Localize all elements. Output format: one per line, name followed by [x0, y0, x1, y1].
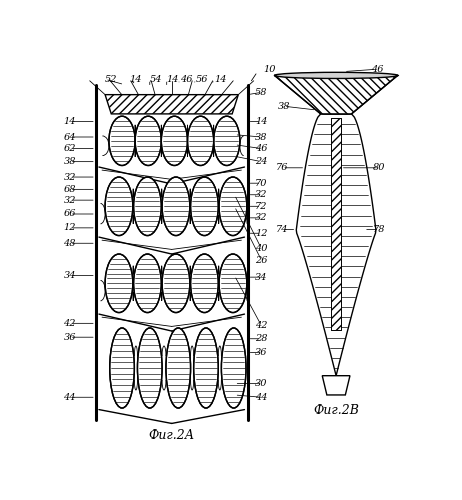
Polygon shape [274, 76, 398, 114]
Text: 46: 46 [371, 64, 383, 74]
Text: 70: 70 [255, 178, 268, 188]
Ellipse shape [190, 254, 219, 312]
Text: 52: 52 [105, 74, 117, 84]
Text: 62: 62 [63, 144, 76, 153]
Ellipse shape [161, 116, 188, 166]
Text: 24: 24 [255, 157, 268, 166]
Text: 48: 48 [63, 239, 76, 248]
Text: 30: 30 [255, 379, 268, 388]
Text: 36: 36 [63, 332, 76, 342]
Text: 54: 54 [150, 74, 162, 84]
Text: 14: 14 [214, 74, 227, 84]
FancyBboxPatch shape [332, 118, 341, 330]
Text: 32: 32 [63, 196, 76, 204]
Ellipse shape [134, 177, 161, 236]
Polygon shape [322, 376, 350, 395]
Text: 64: 64 [63, 132, 76, 141]
Text: Фиг.2В: Фиг.2В [313, 404, 359, 417]
Text: 80: 80 [373, 164, 386, 172]
Ellipse shape [109, 116, 135, 166]
Text: 38: 38 [255, 132, 268, 141]
Polygon shape [296, 114, 376, 376]
Text: 42: 42 [255, 321, 268, 330]
Ellipse shape [219, 177, 247, 236]
Ellipse shape [166, 328, 190, 408]
Ellipse shape [221, 328, 246, 408]
Text: 38: 38 [63, 157, 76, 166]
Polygon shape [105, 94, 238, 114]
Text: 58: 58 [255, 88, 268, 97]
Ellipse shape [138, 328, 162, 408]
Text: 68: 68 [63, 185, 76, 194]
Ellipse shape [213, 116, 240, 166]
Text: 32: 32 [255, 190, 268, 199]
Text: 32: 32 [63, 172, 76, 182]
Ellipse shape [162, 177, 190, 236]
Ellipse shape [274, 72, 398, 78]
Text: 14: 14 [255, 117, 268, 126]
Text: 14: 14 [130, 74, 142, 84]
Text: 38: 38 [277, 102, 290, 110]
Text: 42: 42 [63, 319, 76, 328]
Text: 44: 44 [255, 393, 268, 402]
Text: 12: 12 [255, 229, 268, 238]
Text: 26: 26 [255, 256, 268, 264]
Ellipse shape [219, 254, 247, 312]
Text: 46: 46 [180, 74, 192, 84]
Text: 72: 72 [255, 202, 268, 211]
Text: 14: 14 [167, 74, 179, 84]
Ellipse shape [135, 116, 161, 166]
Text: 28: 28 [255, 334, 268, 343]
Text: 32: 32 [255, 214, 268, 222]
Ellipse shape [110, 328, 134, 408]
Text: 36: 36 [255, 348, 268, 357]
Text: 76: 76 [276, 164, 288, 172]
Ellipse shape [134, 254, 161, 312]
Ellipse shape [188, 116, 213, 166]
Ellipse shape [162, 254, 190, 312]
Text: 44: 44 [63, 393, 76, 402]
Text: 10: 10 [263, 64, 275, 74]
Text: 56: 56 [196, 74, 208, 84]
Text: 66: 66 [63, 210, 76, 218]
Ellipse shape [105, 254, 133, 312]
Text: 74: 74 [276, 225, 288, 234]
Ellipse shape [194, 328, 218, 408]
Ellipse shape [190, 177, 219, 236]
Text: Фиг.2А: Фиг.2А [149, 430, 195, 442]
Text: 40: 40 [255, 244, 268, 253]
Text: 78: 78 [373, 225, 386, 234]
Ellipse shape [105, 177, 133, 236]
Text: 46: 46 [255, 144, 268, 153]
Text: 12: 12 [63, 224, 76, 232]
Text: 34: 34 [63, 271, 76, 280]
Text: 14: 14 [63, 117, 76, 126]
Text: 34: 34 [255, 272, 268, 281]
